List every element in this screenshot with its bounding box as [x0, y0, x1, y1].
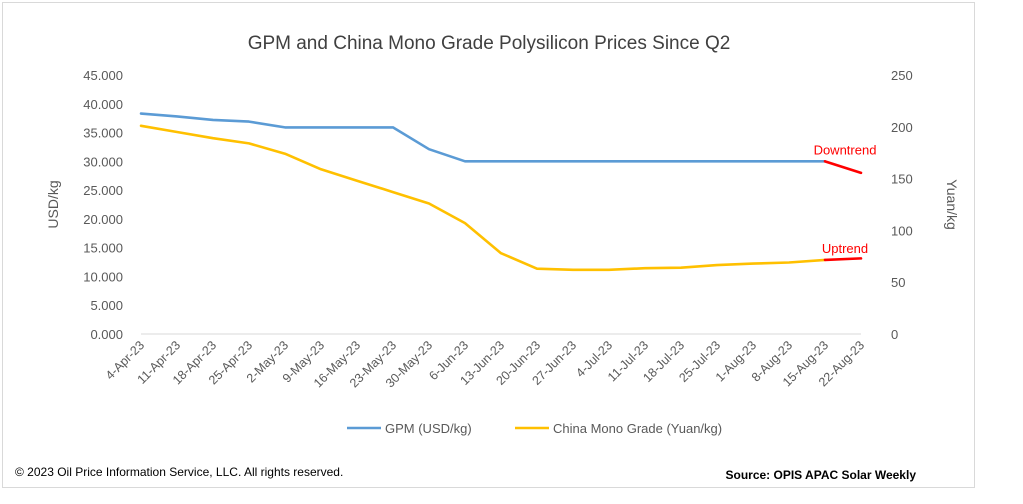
- y-tick-label: 15.000: [83, 241, 123, 256]
- y2-tick-label: 200: [891, 120, 913, 135]
- y2-tick-label: 100: [891, 223, 913, 238]
- y-tick-label: 5.000: [90, 298, 123, 313]
- y-tick-label: 10.000: [83, 269, 123, 284]
- trend-label: Downtrend: [814, 142, 877, 157]
- chart-title: GPM and China Mono Grade Polysilicon Pri…: [248, 33, 731, 54]
- legend-label: China Mono Grade (Yuan/kg): [553, 421, 722, 436]
- chart-frame: GPM and China Mono Grade Polysilicon Pri…: [2, 2, 975, 488]
- trend-label: Uptrend: [822, 241, 868, 256]
- y-tick-label: 35.000: [83, 126, 123, 141]
- y2-tick-label: 50: [891, 275, 905, 290]
- trend-segment: [823, 257, 863, 262]
- line-chart: GPM and China Mono Grade Polysilicon Pri…: [45, 33, 960, 436]
- y-tick-label: 25.000: [83, 183, 123, 198]
- copyright-text: © 2023 Oil Price Information Service, LL…: [15, 465, 344, 479]
- y-tick-label: 30.000: [83, 154, 123, 169]
- source-text: Source: OPIS APAC Solar Weekly: [725, 468, 916, 482]
- y2-tick-label: 250: [891, 68, 913, 83]
- trend-segment: [823, 160, 863, 175]
- y2-tick-label: 0: [891, 327, 898, 342]
- y2-tick-label: 150: [891, 172, 913, 187]
- y-axis-title: USD/kg: [45, 180, 61, 228]
- y-tick-label: 45.000: [83, 68, 123, 83]
- y-tick-label: 20.000: [83, 212, 123, 227]
- legend-label: GPM (USD/kg): [385, 421, 472, 436]
- y-tick-label: 0.000: [90, 327, 123, 342]
- y2-axis-title: Yuan/kg: [944, 179, 960, 230]
- series-line-1: [139, 124, 827, 272]
- series-line-0: [139, 112, 827, 163]
- y-tick-label: 40.000: [83, 97, 123, 112]
